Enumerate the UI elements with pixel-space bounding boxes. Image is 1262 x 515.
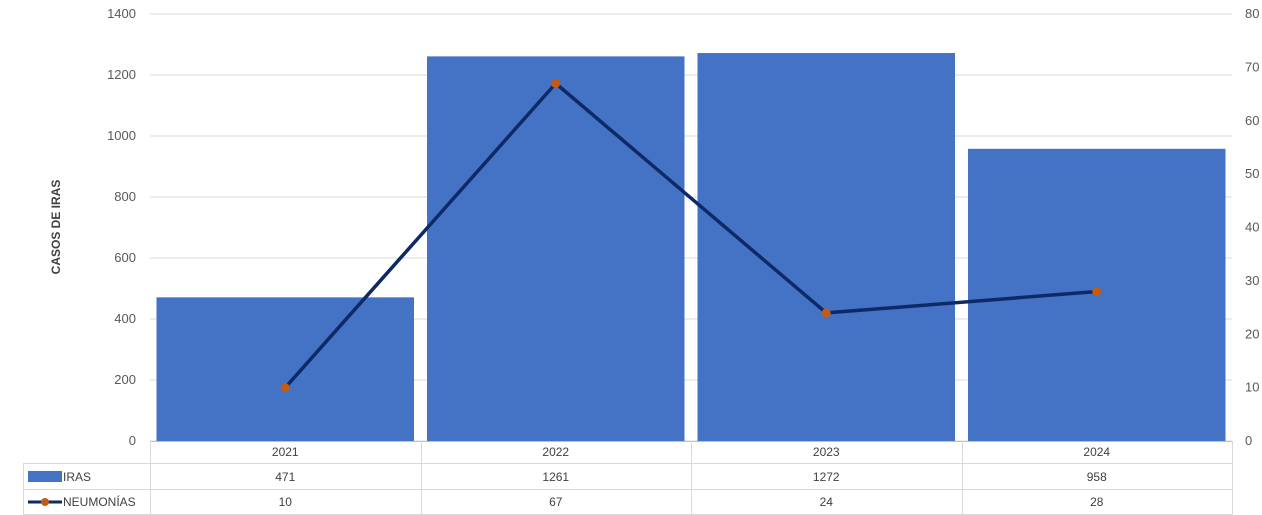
- line-point: [280, 383, 290, 393]
- table-cell: 471: [275, 470, 295, 484]
- x-tick-label: 2023: [813, 445, 840, 459]
- y2-tick-label: 0: [1245, 433, 1252, 448]
- data-table: 2021 2022 2023 2024 IRAS 471 1261 1272 958 NEUMON…: [23, 441, 1233, 515]
- y2-tick-label: 60: [1245, 113, 1259, 128]
- y-tick-label: 800: [114, 189, 136, 204]
- y2-tick-label: 10: [1245, 380, 1259, 395]
- y-tick-label: 600: [114, 250, 136, 265]
- y2-tick-label: 30: [1245, 273, 1259, 288]
- y2-tick-label: 80: [1245, 6, 1259, 21]
- table-cell: 10: [279, 495, 293, 509]
- legend-label-iras: IRAS: [63, 470, 91, 484]
- legend-label-neumonias: NEUMONÍAS: [63, 494, 136, 509]
- bar: [156, 297, 414, 441]
- x-tick-label: 2021: [272, 445, 299, 459]
- line-series: [280, 78, 1102, 393]
- table-cell: 24: [820, 495, 834, 509]
- y-tick-label: 1000: [107, 128, 136, 143]
- x-tick-label: 2024: [1083, 445, 1110, 459]
- left-axis-ticks: 0 200 400 600 800 1000 1200 1400: [107, 6, 136, 448]
- table-cell: 958: [1087, 470, 1107, 484]
- series-line: [283, 81, 1097, 389]
- table-cell: 67: [549, 495, 563, 509]
- y2-tick-label: 40: [1245, 220, 1259, 235]
- y-axis-title: CASOS DE IRAS: [49, 180, 63, 275]
- bar: [427, 56, 685, 442]
- bar: [697, 53, 955, 441]
- y-tick-label: 400: [114, 311, 136, 326]
- y2-tick-label: 70: [1245, 59, 1259, 74]
- x-tick-label: 2022: [542, 445, 569, 459]
- y-tick-label: 200: [114, 372, 136, 387]
- line-point: [551, 78, 561, 88]
- y2-tick-label: 50: [1245, 166, 1259, 181]
- line-point: [1092, 287, 1102, 297]
- bar-series: [156, 53, 1226, 442]
- y2-tick-label: 20: [1245, 326, 1259, 341]
- line-point: [821, 308, 831, 318]
- legend-key-iras: [28, 471, 62, 482]
- table-cell: 1261: [542, 470, 569, 484]
- y-tick-label: 0: [129, 433, 136, 448]
- y-tick-label: 1200: [107, 67, 136, 82]
- table-cell: 1272: [813, 470, 840, 484]
- right-axis-ticks: 0 10 20 30 40 50 60 70 80: [1245, 6, 1259, 448]
- table-cell: 28: [1090, 495, 1104, 509]
- y-tick-label: 1400: [107, 6, 136, 21]
- legend-key-neumonias-marker: [41, 498, 49, 506]
